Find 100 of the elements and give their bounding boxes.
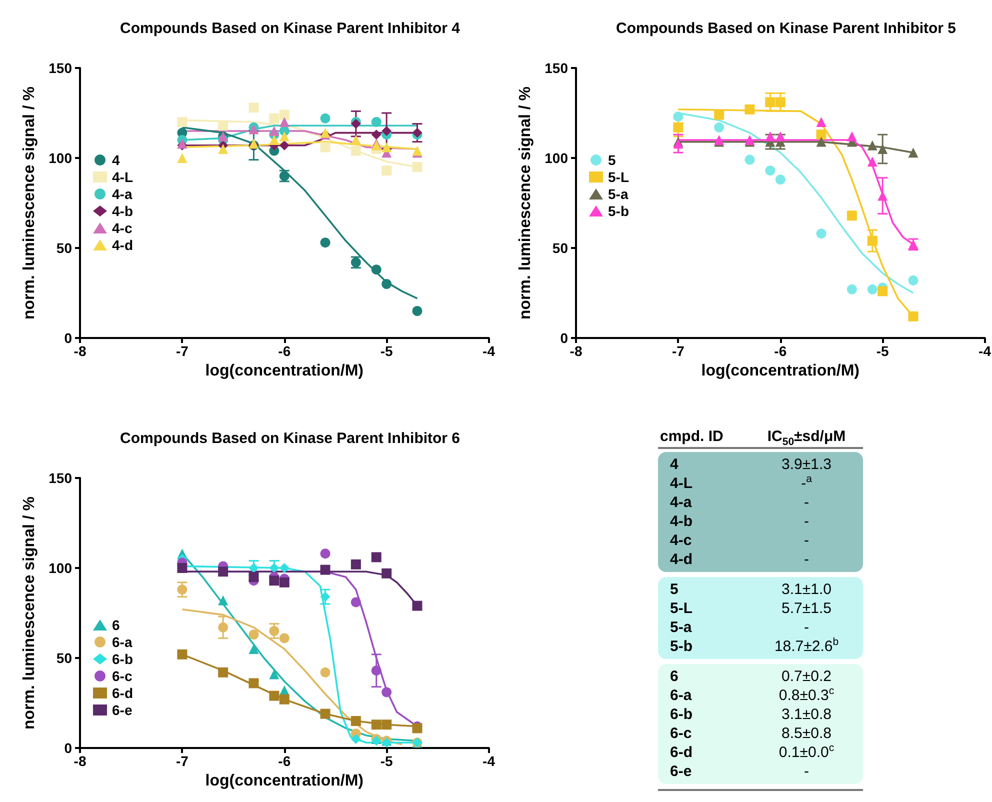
point xyxy=(744,104,755,114)
point xyxy=(320,142,330,152)
point xyxy=(371,130,382,140)
text: 3.1±0.8 xyxy=(782,706,832,723)
point xyxy=(382,166,392,176)
y-axis-title: norm. luminescence signal / % xyxy=(21,496,38,730)
category-label: 4-b xyxy=(669,512,694,531)
point xyxy=(846,131,857,142)
point xyxy=(248,572,259,582)
point xyxy=(320,548,330,559)
point xyxy=(218,566,228,577)
point xyxy=(269,113,280,124)
chart-title: Compounds Based on Kinase Parent Inhibitor 6 xyxy=(120,430,460,447)
x-tick-label: -8 xyxy=(74,343,86,359)
text: - xyxy=(804,494,809,511)
text: -$^{a}$ xyxy=(801,473,812,492)
text: 18.7±2.6$^{b}$ xyxy=(774,636,839,655)
point xyxy=(177,563,188,573)
y-tick-label: 150 xyxy=(544,60,568,76)
point xyxy=(371,117,382,127)
legend-label: 5-L xyxy=(608,169,630,185)
category-label: 5-a xyxy=(669,618,693,637)
y-tick-label: 0 xyxy=(560,330,568,346)
x-tick-label: -4 xyxy=(482,753,496,769)
y-axis-title: norm. luminescence signal / % xyxy=(21,86,38,320)
category-label: 4 xyxy=(669,455,680,474)
text: - xyxy=(804,619,809,636)
point xyxy=(371,666,382,676)
point xyxy=(177,153,188,163)
x-tick-label: -8 xyxy=(74,753,86,769)
legend-label: 4 xyxy=(112,152,120,168)
legend-label: 4-c xyxy=(112,220,132,236)
point xyxy=(279,577,290,588)
text: IC$_{50}$±sd/μM xyxy=(766,428,847,448)
point xyxy=(371,552,382,562)
y-tick-label: 0 xyxy=(64,330,72,346)
point xyxy=(350,597,361,608)
x-tick-label: -6 xyxy=(278,753,291,769)
point xyxy=(279,694,290,704)
point xyxy=(279,633,290,644)
point xyxy=(816,117,826,127)
y-tick-label: 100 xyxy=(48,560,72,576)
text: 3.1±1.0 xyxy=(782,581,832,598)
y-tick-label: 100 xyxy=(48,150,72,166)
point xyxy=(744,154,755,165)
category-label: 6-b xyxy=(669,705,694,724)
point xyxy=(673,122,684,132)
point xyxy=(269,669,280,680)
category-label: 6 xyxy=(669,667,680,686)
point xyxy=(382,720,392,730)
category-label: 4-L xyxy=(669,474,694,493)
point xyxy=(878,286,888,296)
chart-title: Compounds Based on Kinase Parent Inhibitor 4 xyxy=(120,20,461,37)
point xyxy=(279,131,290,142)
point xyxy=(248,644,259,654)
point xyxy=(218,595,228,606)
point xyxy=(269,690,280,701)
point xyxy=(382,568,392,578)
point xyxy=(350,716,361,726)
point xyxy=(412,600,422,611)
point xyxy=(320,564,330,575)
text: - xyxy=(804,551,809,568)
text: - xyxy=(804,532,809,549)
point xyxy=(279,110,290,120)
x-tick-label: -4 xyxy=(482,343,496,359)
text: 5.7±1.5 xyxy=(782,600,832,617)
legend-label: 4-b xyxy=(112,203,133,219)
y-tick-label: 0 xyxy=(64,740,72,756)
point xyxy=(320,708,330,719)
text: 0.1±0.0$^{c}$ xyxy=(778,742,834,761)
point xyxy=(248,102,259,113)
point xyxy=(279,563,290,573)
x-tick-label: -7 xyxy=(672,343,685,359)
point xyxy=(867,284,878,294)
y-tick-label: 150 xyxy=(48,60,72,76)
x-tick-label: -4 xyxy=(978,343,992,359)
point xyxy=(673,112,684,122)
category-label: 4-c xyxy=(669,531,693,550)
text: 0.7±0.2 xyxy=(782,668,832,685)
point xyxy=(382,687,392,698)
y-tick-label: 100 xyxy=(544,150,568,166)
category-label: 4-a xyxy=(669,493,693,512)
point xyxy=(248,630,259,640)
point xyxy=(382,126,392,136)
point xyxy=(908,275,918,286)
point xyxy=(177,584,188,595)
x-axis-title: log(concentration/M) xyxy=(205,772,364,790)
point xyxy=(279,117,290,127)
x-axis-title: log(concentration/M) xyxy=(205,362,364,380)
legend-label: 6-e xyxy=(112,702,132,718)
point xyxy=(846,210,857,221)
y-axis-title: norm. luminescence signal / % xyxy=(517,86,534,320)
x-axis-title: log(concentration/M) xyxy=(701,362,860,380)
chart-title: Compounds Based on Kinase Parent Inhibitor 5 xyxy=(616,20,956,37)
y-tick-label: 50 xyxy=(56,650,72,666)
point xyxy=(248,563,259,573)
legend-label: 4-a xyxy=(112,186,132,202)
point xyxy=(218,120,228,131)
point xyxy=(177,117,188,127)
point xyxy=(816,130,826,140)
